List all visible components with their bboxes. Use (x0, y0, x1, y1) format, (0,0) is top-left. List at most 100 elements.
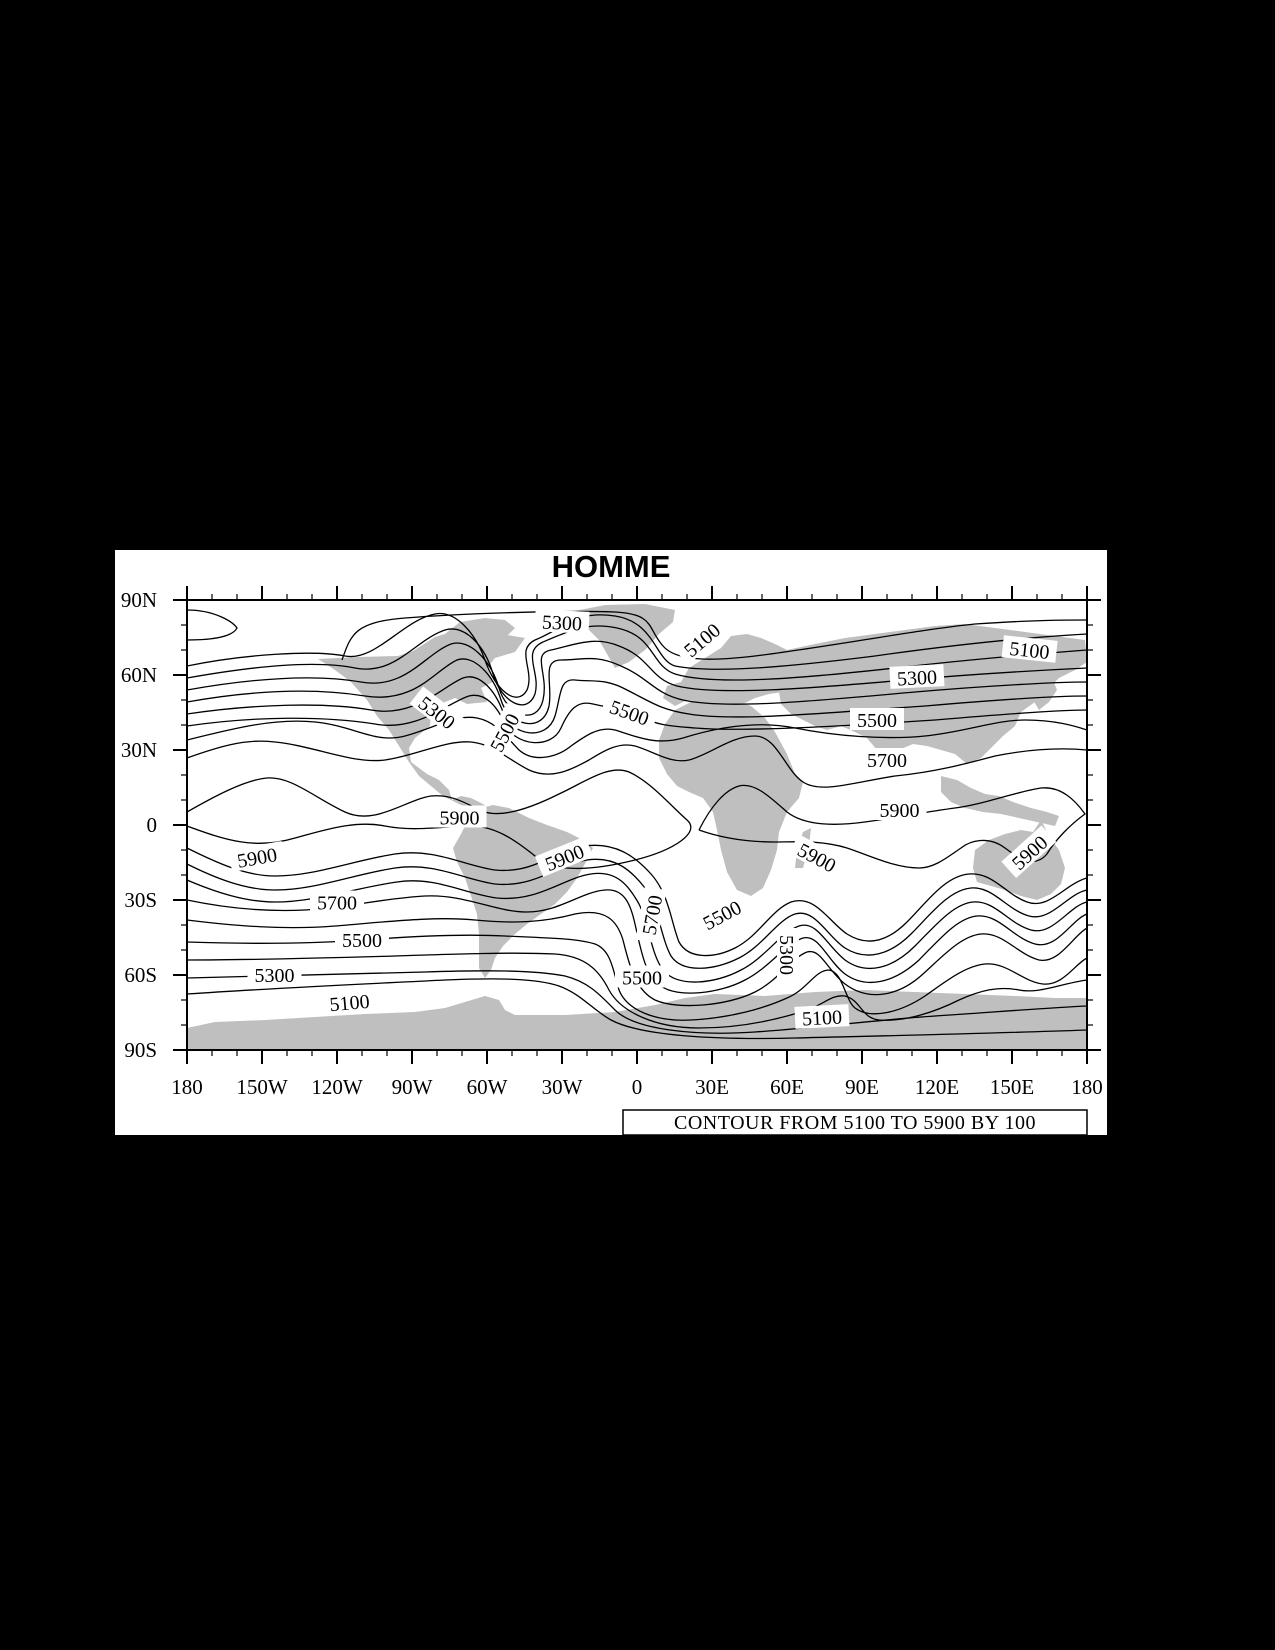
contour-label: 5100 (1008, 638, 1050, 664)
contour-line (187, 934, 1087, 1021)
contour-line (187, 978, 1087, 1040)
contour-label-background (600, 691, 659, 732)
contour-line (187, 609, 238, 641)
contour-label-background (673, 613, 730, 666)
contour-label-background (1001, 635, 1058, 663)
contour-line (341, 610, 1087, 661)
lat-tick-label: 60N (121, 663, 157, 687)
contour-label-background (481, 703, 527, 762)
contour-info-box: CONTOUR FROM 5100 TO 5900 BY 100 (622, 1109, 1088, 1136)
contour-label: 5500 (342, 930, 382, 952)
contour-line (187, 858, 1087, 969)
contour-label: 5700 (317, 893, 357, 915)
contour-label-background (872, 798, 927, 820)
land-north-america (318, 634, 525, 816)
lon-tick-label: 60E (770, 1075, 804, 1099)
contour-label-group: 5700 (860, 748, 914, 772)
land-africa (659, 698, 803, 896)
lat-tick-label: 90N (121, 588, 157, 612)
contour-line (187, 889, 1087, 994)
contour-label-background (534, 836, 594, 877)
contour-label-group: 5100 (1001, 635, 1058, 664)
contour-label-group: 5300 (534, 609, 590, 636)
contour-label-background (247, 963, 302, 985)
lon-tick-label: 180 (1071, 1075, 1103, 1099)
contour-label-background (692, 891, 751, 937)
contour-label: 5500 (857, 710, 897, 732)
contour-line (187, 612, 1087, 698)
contour-label-background (788, 834, 847, 880)
contour-label: 5700 (867, 750, 907, 772)
contour-label-background (635, 886, 667, 944)
lat-tick-label: 60S (124, 963, 157, 987)
contour-label-group: 5100 (794, 1004, 850, 1031)
contour-label-background (1001, 825, 1057, 878)
land-indonesia (941, 776, 1059, 826)
contour-label-background (228, 840, 286, 873)
land-antarctica (187, 990, 1087, 1050)
lon-tick-label: 150W (236, 1075, 288, 1099)
contour-info-text: CONTOUR FROM 5100 TO 5900 BY 100 (674, 1112, 1036, 1134)
contour-label-background (310, 890, 364, 913)
lon-tick-label: 90E (845, 1075, 879, 1099)
lat-tick-label: 30S (124, 888, 157, 912)
contour-label: 5300 (897, 666, 938, 690)
contour-label-group: 5500 (335, 928, 389, 952)
contour-line (187, 911, 1087, 1007)
lat-tick-label: 90S (124, 1038, 157, 1062)
map-panel: HOMME (115, 549, 1107, 1136)
axis-ticks (173, 586, 1101, 1064)
lon-tick-label: 120E (915, 1075, 959, 1099)
lon-tick-label: 120W (311, 1075, 363, 1099)
contour-line (187, 844, 1087, 957)
lon-tick-label: 0 (632, 1075, 643, 1099)
contour-label-background (409, 686, 466, 738)
contour-label-group: 5500 (615, 965, 669, 990)
contour-line (187, 657, 1087, 725)
contour-label-group: 5300 (775, 928, 799, 982)
contour-label-group: 5300 (889, 664, 945, 691)
contour-label: 5900 (440, 808, 480, 830)
contour-line (187, 769, 692, 870)
plot-title: HOMME (551, 549, 671, 584)
contour-line (187, 640, 1087, 716)
land-greenland (570, 604, 675, 668)
land-new-zealand (1091, 880, 1107, 908)
contour-line (187, 952, 1087, 1029)
lon-tick-label: 90W (392, 1075, 433, 1099)
contour-label-group: 5100 (321, 988, 378, 1016)
contour-label-background (534, 609, 590, 634)
contour-line (187, 872, 1087, 983)
contour-label-group: 5900 (872, 798, 927, 822)
contour-line (187, 735, 1087, 788)
contour-label: 5100 (329, 991, 371, 1016)
axis-tick-labels: 180 150W 120W 90W 60W 30W 0 30E 60E 90E 120E 150E 18… (121, 588, 1103, 1099)
contour-label-group: 5300 (247, 963, 302, 987)
contour-label-group: 5500 (850, 708, 904, 732)
land-europe (663, 634, 803, 706)
contour-label-background (889, 664, 945, 689)
contour-label-background (777, 928, 799, 982)
lon-tick-label: 150E (990, 1075, 1034, 1099)
contour-line (698, 784, 1086, 869)
contour-label-background (615, 965, 669, 988)
contour-label-group: 5700 (310, 890, 364, 915)
contour-label-background (432, 805, 487, 828)
contour-label: 5300 (255, 965, 295, 987)
contour-label-background (335, 928, 389, 950)
contour-line (187, 716, 1087, 759)
lon-tick-label: 180 (171, 1075, 203, 1099)
lon-tick-label: 60W (467, 1075, 508, 1099)
contour-label: 5500 (622, 968, 662, 990)
lat-tick-label: 0 (147, 813, 158, 837)
contour-label-group: 5900 (432, 805, 487, 830)
lat-tick-label: 30N (121, 738, 157, 762)
lon-tick-label: 30E (695, 1075, 729, 1099)
contour-label: 5100 (802, 1006, 843, 1030)
contour-label: 5900 (880, 800, 920, 822)
contour-line (187, 970, 1087, 1034)
contour-label-background (860, 748, 914, 770)
contour-label-background (794, 1004, 850, 1029)
